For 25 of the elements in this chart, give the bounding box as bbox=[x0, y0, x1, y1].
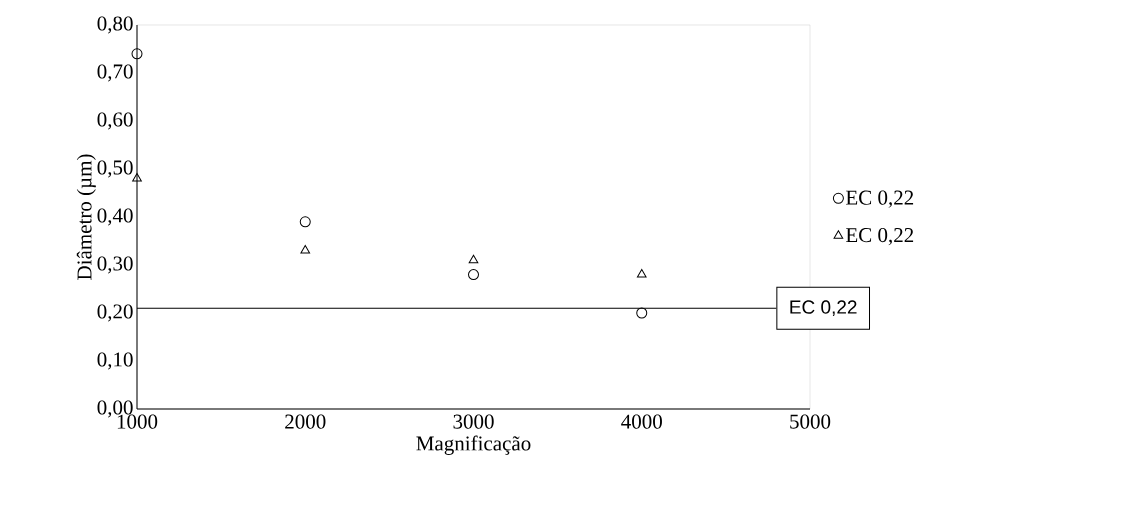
point bbox=[299, 216, 311, 228]
y-tick-label: 0,70 bbox=[97, 64, 133, 82]
point bbox=[300, 245, 311, 254]
y-tick-label: 0,20 bbox=[97, 304, 133, 322]
legend-label: EC 0,22 bbox=[846, 228, 914, 246]
y-tick-label: 0,10 bbox=[97, 352, 133, 370]
point bbox=[132, 173, 142, 182]
y-tick-label: 0,80 bbox=[97, 16, 133, 34]
x-tick-label: 5000 bbox=[790, 414, 831, 429]
y-tick-label: 0,60 bbox=[97, 112, 133, 130]
point bbox=[131, 48, 143, 60]
x-tick-label: 2000 bbox=[285, 414, 326, 429]
y-axis-title: Diâmetro (µm) bbox=[76, 154, 96, 280]
y-tick-label: 0,40 bbox=[97, 208, 133, 226]
x-tick-label: 3000 bbox=[453, 414, 494, 429]
point bbox=[636, 307, 648, 319]
y-tick-label: 0,30 bbox=[97, 256, 133, 274]
x-tick-label: 4000 bbox=[621, 414, 662, 429]
x-axis-title: Magnificação bbox=[416, 435, 531, 455]
y-tick-label: 0,50 bbox=[97, 160, 133, 178]
ref-line-label: EC 0,22 bbox=[790, 300, 857, 317]
legend-label: EC 0,22 bbox=[846, 190, 914, 208]
point bbox=[468, 254, 479, 264]
point bbox=[636, 269, 647, 278]
point bbox=[468, 269, 479, 281]
